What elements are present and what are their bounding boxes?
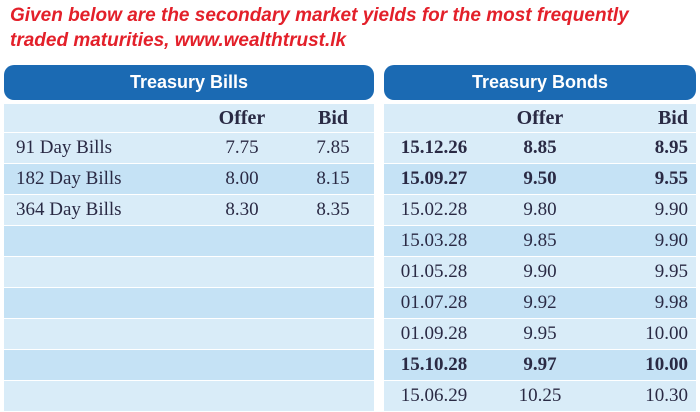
bill-name	[4, 350, 192, 380]
table-row: 364 Day Bills 8.30 8.35 15.02.28 9.80 9.90	[4, 195, 696, 226]
bond-maturity: 15.06.29	[400, 385, 468, 406]
bill-bid	[292, 319, 374, 349]
bills-name-header	[4, 104, 192, 132]
bill-name	[4, 257, 192, 287]
bill-bid	[292, 381, 374, 411]
bond-maturity: 01.07.28	[400, 292, 468, 313]
table-row: 15.10.28 9.97 10.00	[4, 350, 696, 381]
bond-bid: 10.30	[645, 385, 688, 406]
bill-offer	[192, 226, 292, 256]
table-row: 182 Day Bills 8.00 8.15 15.09.27 9.50 9.55	[4, 164, 696, 195]
bill-name	[4, 226, 192, 256]
bill-name	[4, 381, 192, 411]
bond-offer: 9.90	[523, 261, 557, 282]
bond-maturity: 01.09.28	[400, 323, 468, 344]
bond-bid: 9.95	[654, 261, 688, 282]
bills-offer-header: Offer	[218, 107, 266, 129]
bill-offer	[192, 257, 292, 287]
bond-offer: 9.95	[523, 323, 557, 344]
bill-offer: 8.30	[225, 199, 259, 220]
bill-offer	[192, 381, 292, 411]
table-row: 01.05.28 9.90 9.95	[4, 257, 696, 288]
bond-maturity: 01.05.28	[400, 261, 468, 282]
bill-name: 364 Day Bills	[16, 199, 122, 220]
bond-maturity: 15.02.28	[400, 199, 468, 220]
bond-bid: 9.55	[654, 168, 688, 189]
bill-name: 182 Day Bills	[16, 168, 122, 189]
headline-line-1: Given below are the secondary market yie…	[10, 5, 629, 26]
column-header-row: Offer Bid Offer Bid	[4, 104, 696, 133]
bond-maturity: 15.12.26	[400, 137, 468, 158]
bond-maturity: 15.09.27	[400, 168, 468, 189]
yields-table: Offer Bid Offer Bid 91 Day Bills 7.75 7.85…	[4, 104, 696, 412]
table-row: 15.03.28 9.85 9.90	[4, 226, 696, 257]
headline: Given below are the secondary market yie…	[10, 3, 700, 53]
bond-bid: 9.90	[654, 230, 688, 251]
treasury-bonds-header: Treasury Bonds	[384, 65, 696, 100]
bill-bid: 8.35	[316, 199, 350, 220]
bill-name	[4, 288, 192, 318]
bill-offer	[192, 319, 292, 349]
bonds-offer-header: Offer	[516, 107, 564, 129]
table-row: 91 Day Bills 7.75 7.85 15.12.26 8.85 8.95	[4, 133, 696, 164]
table-row: 15.06.29 10.25 10.30	[4, 381, 696, 412]
table-row: 01.09.28 9.95 10.00	[4, 319, 696, 350]
bill-bid: 8.15	[316, 168, 350, 189]
treasury-bills-header: Treasury Bills	[4, 65, 374, 100]
bill-name: 91 Day Bills	[16, 137, 113, 158]
table-row: 01.07.28 9.92 9.98	[4, 288, 696, 319]
bill-bid	[292, 350, 374, 380]
bill-offer	[192, 350, 292, 380]
bond-offer: 9.92	[523, 292, 557, 313]
bills-bid-header: Bid	[317, 107, 349, 129]
bond-bid: 10.00	[645, 354, 688, 375]
bond-maturity: 15.03.28	[400, 230, 468, 251]
bond-offer: 8.85	[523, 137, 557, 158]
bond-bid: 9.98	[654, 292, 688, 313]
bill-name	[4, 319, 192, 349]
bond-bid: 10.00	[645, 323, 688, 344]
bonds-date-header	[384, 104, 484, 132]
bond-bid: 9.90	[654, 199, 688, 220]
bill-offer: 8.00	[225, 168, 259, 189]
headline-line-2: traded maturities, www.wealthtrust.lk	[10, 30, 347, 51]
bill-bid: 7.85	[316, 137, 350, 158]
bond-offer: 10.25	[518, 385, 562, 406]
bonds-bid-header: Bid	[657, 107, 688, 129]
bill-bid	[292, 288, 374, 318]
bond-offer: 9.85	[523, 230, 557, 251]
bill-offer	[192, 288, 292, 318]
bill-offer: 7.75	[225, 137, 259, 158]
bond-offer: 9.50	[523, 168, 557, 189]
bond-offer: 9.97	[523, 354, 557, 375]
bond-offer: 9.80	[523, 199, 557, 220]
bond-maturity: 15.10.28	[400, 354, 468, 375]
bill-bid	[292, 226, 374, 256]
bond-bid: 8.95	[654, 137, 688, 158]
bill-bid	[292, 257, 374, 287]
